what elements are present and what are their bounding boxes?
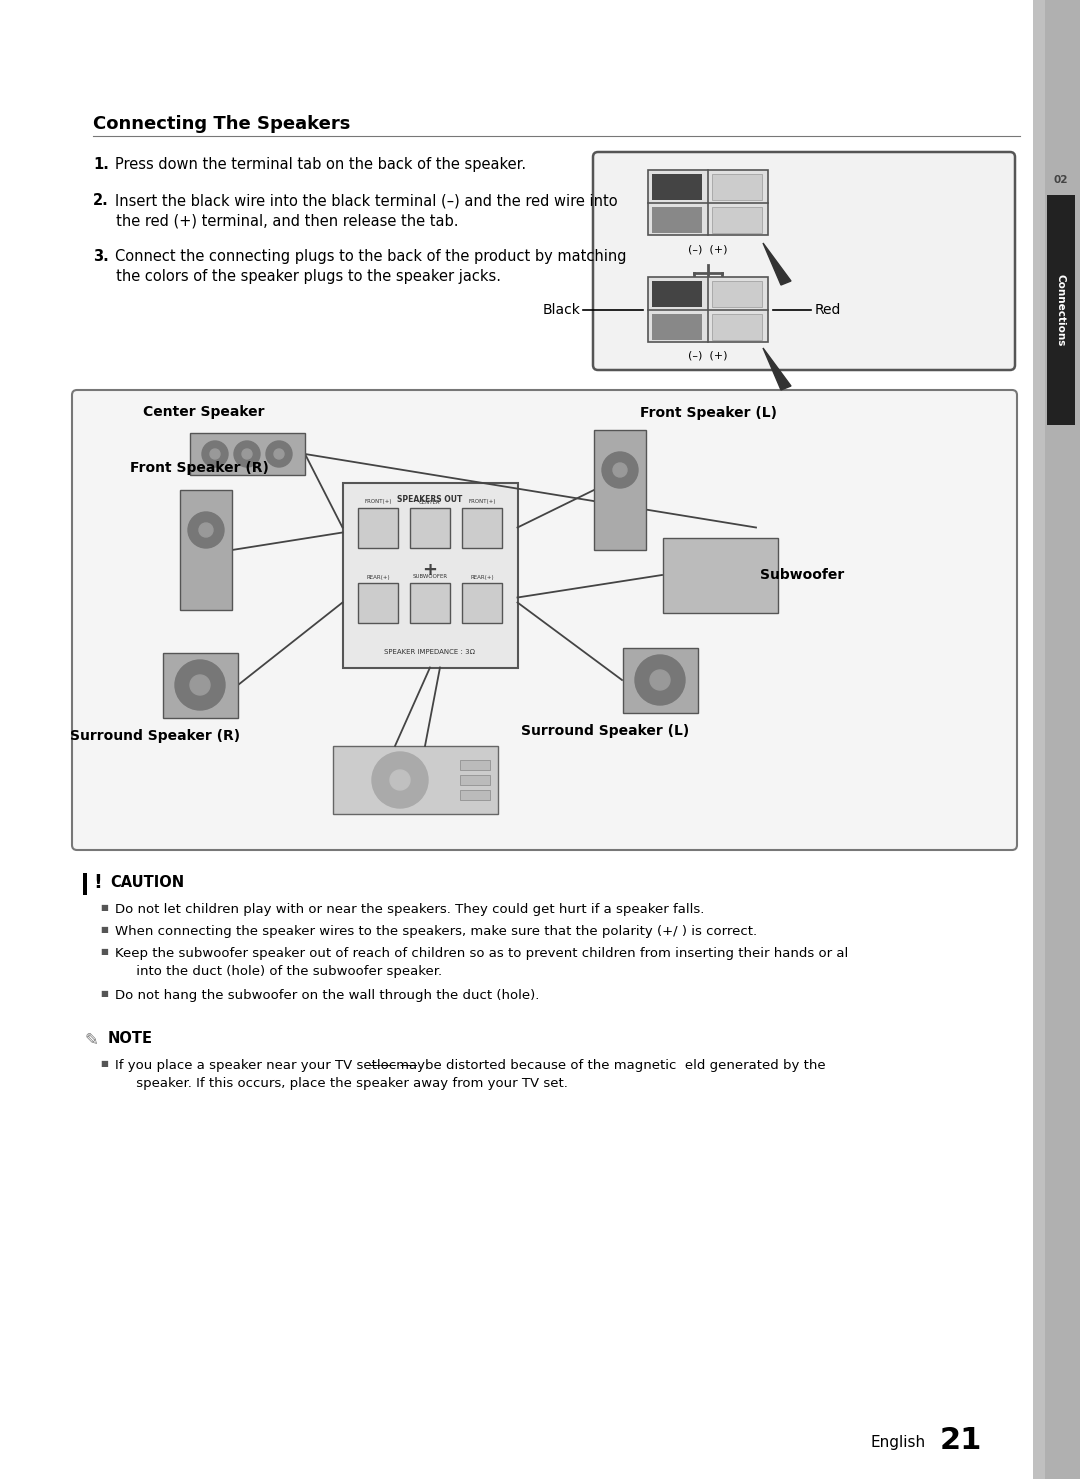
Bar (1045, 0, 1080, 1479)
Circle shape (210, 450, 220, 458)
Circle shape (650, 670, 670, 691)
Bar (1047, 195, 1075, 424)
Bar (410, 507, 450, 547)
Text: the colors of the speaker plugs to the speaker jacks.: the colors of the speaker plugs to the s… (93, 269, 501, 284)
Bar (162, 652, 238, 717)
Circle shape (390, 771, 410, 790)
Circle shape (199, 524, 213, 537)
Text: ■: ■ (100, 904, 108, 913)
Text: FRONT(+): FRONT(+) (364, 500, 392, 504)
Text: When connecting the speaker wires to the speakers, make sure that the polarity (: When connecting the speaker wires to the… (114, 924, 757, 938)
Bar (712, 281, 762, 308)
Text: NOTE: NOTE (108, 1031, 153, 1046)
Text: Black: Black (542, 303, 580, 317)
Text: Insert the black wire into the black terminal (–) and the red wire into: Insert the black wire into the black ter… (114, 192, 618, 209)
FancyBboxPatch shape (72, 390, 1017, 850)
Text: 21: 21 (940, 1426, 983, 1455)
Bar (648, 277, 768, 342)
Text: 3.: 3. (93, 248, 109, 263)
Text: Connecting The Speakers: Connecting The Speakers (93, 115, 350, 133)
Text: the red (+) terminal, and then release the tab.: the red (+) terminal, and then release t… (93, 213, 459, 228)
Bar (652, 314, 702, 340)
Text: ■: ■ (100, 947, 108, 955)
Circle shape (602, 453, 638, 488)
Circle shape (242, 450, 252, 458)
Circle shape (372, 751, 428, 808)
Circle shape (613, 463, 627, 478)
Text: ■: ■ (100, 989, 108, 998)
Bar (622, 648, 698, 713)
Circle shape (188, 512, 224, 549)
Bar (462, 583, 502, 623)
Bar (357, 583, 399, 623)
Bar (594, 430, 646, 550)
Circle shape (175, 660, 225, 710)
Text: Center Speaker: Center Speaker (143, 405, 265, 419)
Bar (460, 775, 490, 785)
Polygon shape (762, 348, 791, 390)
Bar (180, 490, 232, 609)
Text: ■: ■ (100, 924, 108, 935)
Bar (83, 873, 86, 895)
Text: (–)  (+): (–) (+) (688, 246, 728, 254)
Text: Do not hang the subwoofer on the wall through the duct (hole).: Do not hang the subwoofer on the wall th… (114, 989, 539, 1001)
Text: Keep the subwoofer speaker out of reach of children so as to prevent children fr: Keep the subwoofer speaker out of reach … (114, 947, 848, 978)
Text: SPEAKERS OUT: SPEAKERS OUT (397, 494, 462, 503)
Circle shape (635, 655, 685, 705)
Bar (333, 745, 498, 813)
Text: CAUTION: CAUTION (110, 876, 184, 890)
Text: 02: 02 (1054, 175, 1068, 185)
Text: CENTER: CENTER (419, 500, 441, 504)
Text: (–)  (+): (–) (+) (688, 351, 728, 359)
Text: ■: ■ (100, 1059, 108, 1068)
Bar (652, 207, 702, 232)
Text: +: + (422, 561, 437, 578)
Text: Front Speaker (R): Front Speaker (R) (130, 461, 269, 475)
Bar (712, 314, 762, 340)
Text: 2.: 2. (93, 192, 109, 209)
Text: Connections: Connections (1056, 274, 1066, 346)
Text: English: English (870, 1435, 926, 1449)
Bar (712, 175, 762, 200)
Text: Surround Speaker (L): Surround Speaker (L) (521, 725, 689, 738)
Bar (648, 170, 768, 235)
Text: FRONT(+): FRONT(+) (469, 500, 496, 504)
Bar (712, 207, 762, 232)
Bar (460, 790, 490, 800)
Bar (652, 175, 702, 200)
Text: SPEAKER IMPEDANCE : 3Ω: SPEAKER IMPEDANCE : 3Ω (384, 649, 475, 655)
Circle shape (202, 441, 228, 467)
Bar (1032, 0, 1080, 1479)
Bar (189, 433, 305, 475)
Text: If you place a speaker near your TV set̶l̶o̶c̶m̶a̶ybe distorted because of the m: If you place a speaker near your TV set̶… (114, 1059, 825, 1090)
Text: Front Speaker (L): Front Speaker (L) (640, 407, 777, 420)
Text: SUBWOOFER: SUBWOOFER (413, 574, 447, 580)
Circle shape (274, 450, 284, 458)
Text: Press down the terminal tab on the back of the speaker.: Press down the terminal tab on the back … (114, 157, 526, 172)
Circle shape (190, 674, 210, 695)
Circle shape (234, 441, 260, 467)
Bar (462, 507, 502, 547)
Polygon shape (762, 243, 791, 285)
Circle shape (266, 441, 292, 467)
Text: Surround Speaker (R): Surround Speaker (R) (70, 729, 240, 742)
Text: !: ! (93, 873, 102, 892)
Bar (357, 507, 399, 547)
Text: 1.: 1. (93, 157, 109, 172)
FancyBboxPatch shape (593, 152, 1015, 370)
Bar (342, 482, 517, 667)
Bar (662, 537, 778, 612)
Bar (460, 760, 490, 771)
Text: REAR(+): REAR(+) (366, 574, 390, 580)
Bar (652, 281, 702, 308)
Text: Subwoofer: Subwoofer (760, 568, 845, 583)
Text: Red: Red (815, 303, 841, 317)
Text: REAR(+): REAR(+) (470, 574, 494, 580)
Bar (410, 583, 450, 623)
Text: Do not let children play with or near the speakers. They could get hurt if a spe: Do not let children play with or near th… (114, 904, 704, 916)
Text: Connect the connecting plugs to the back of the product by matching: Connect the connecting plugs to the back… (114, 248, 626, 263)
Text: ✎: ✎ (85, 1031, 99, 1049)
